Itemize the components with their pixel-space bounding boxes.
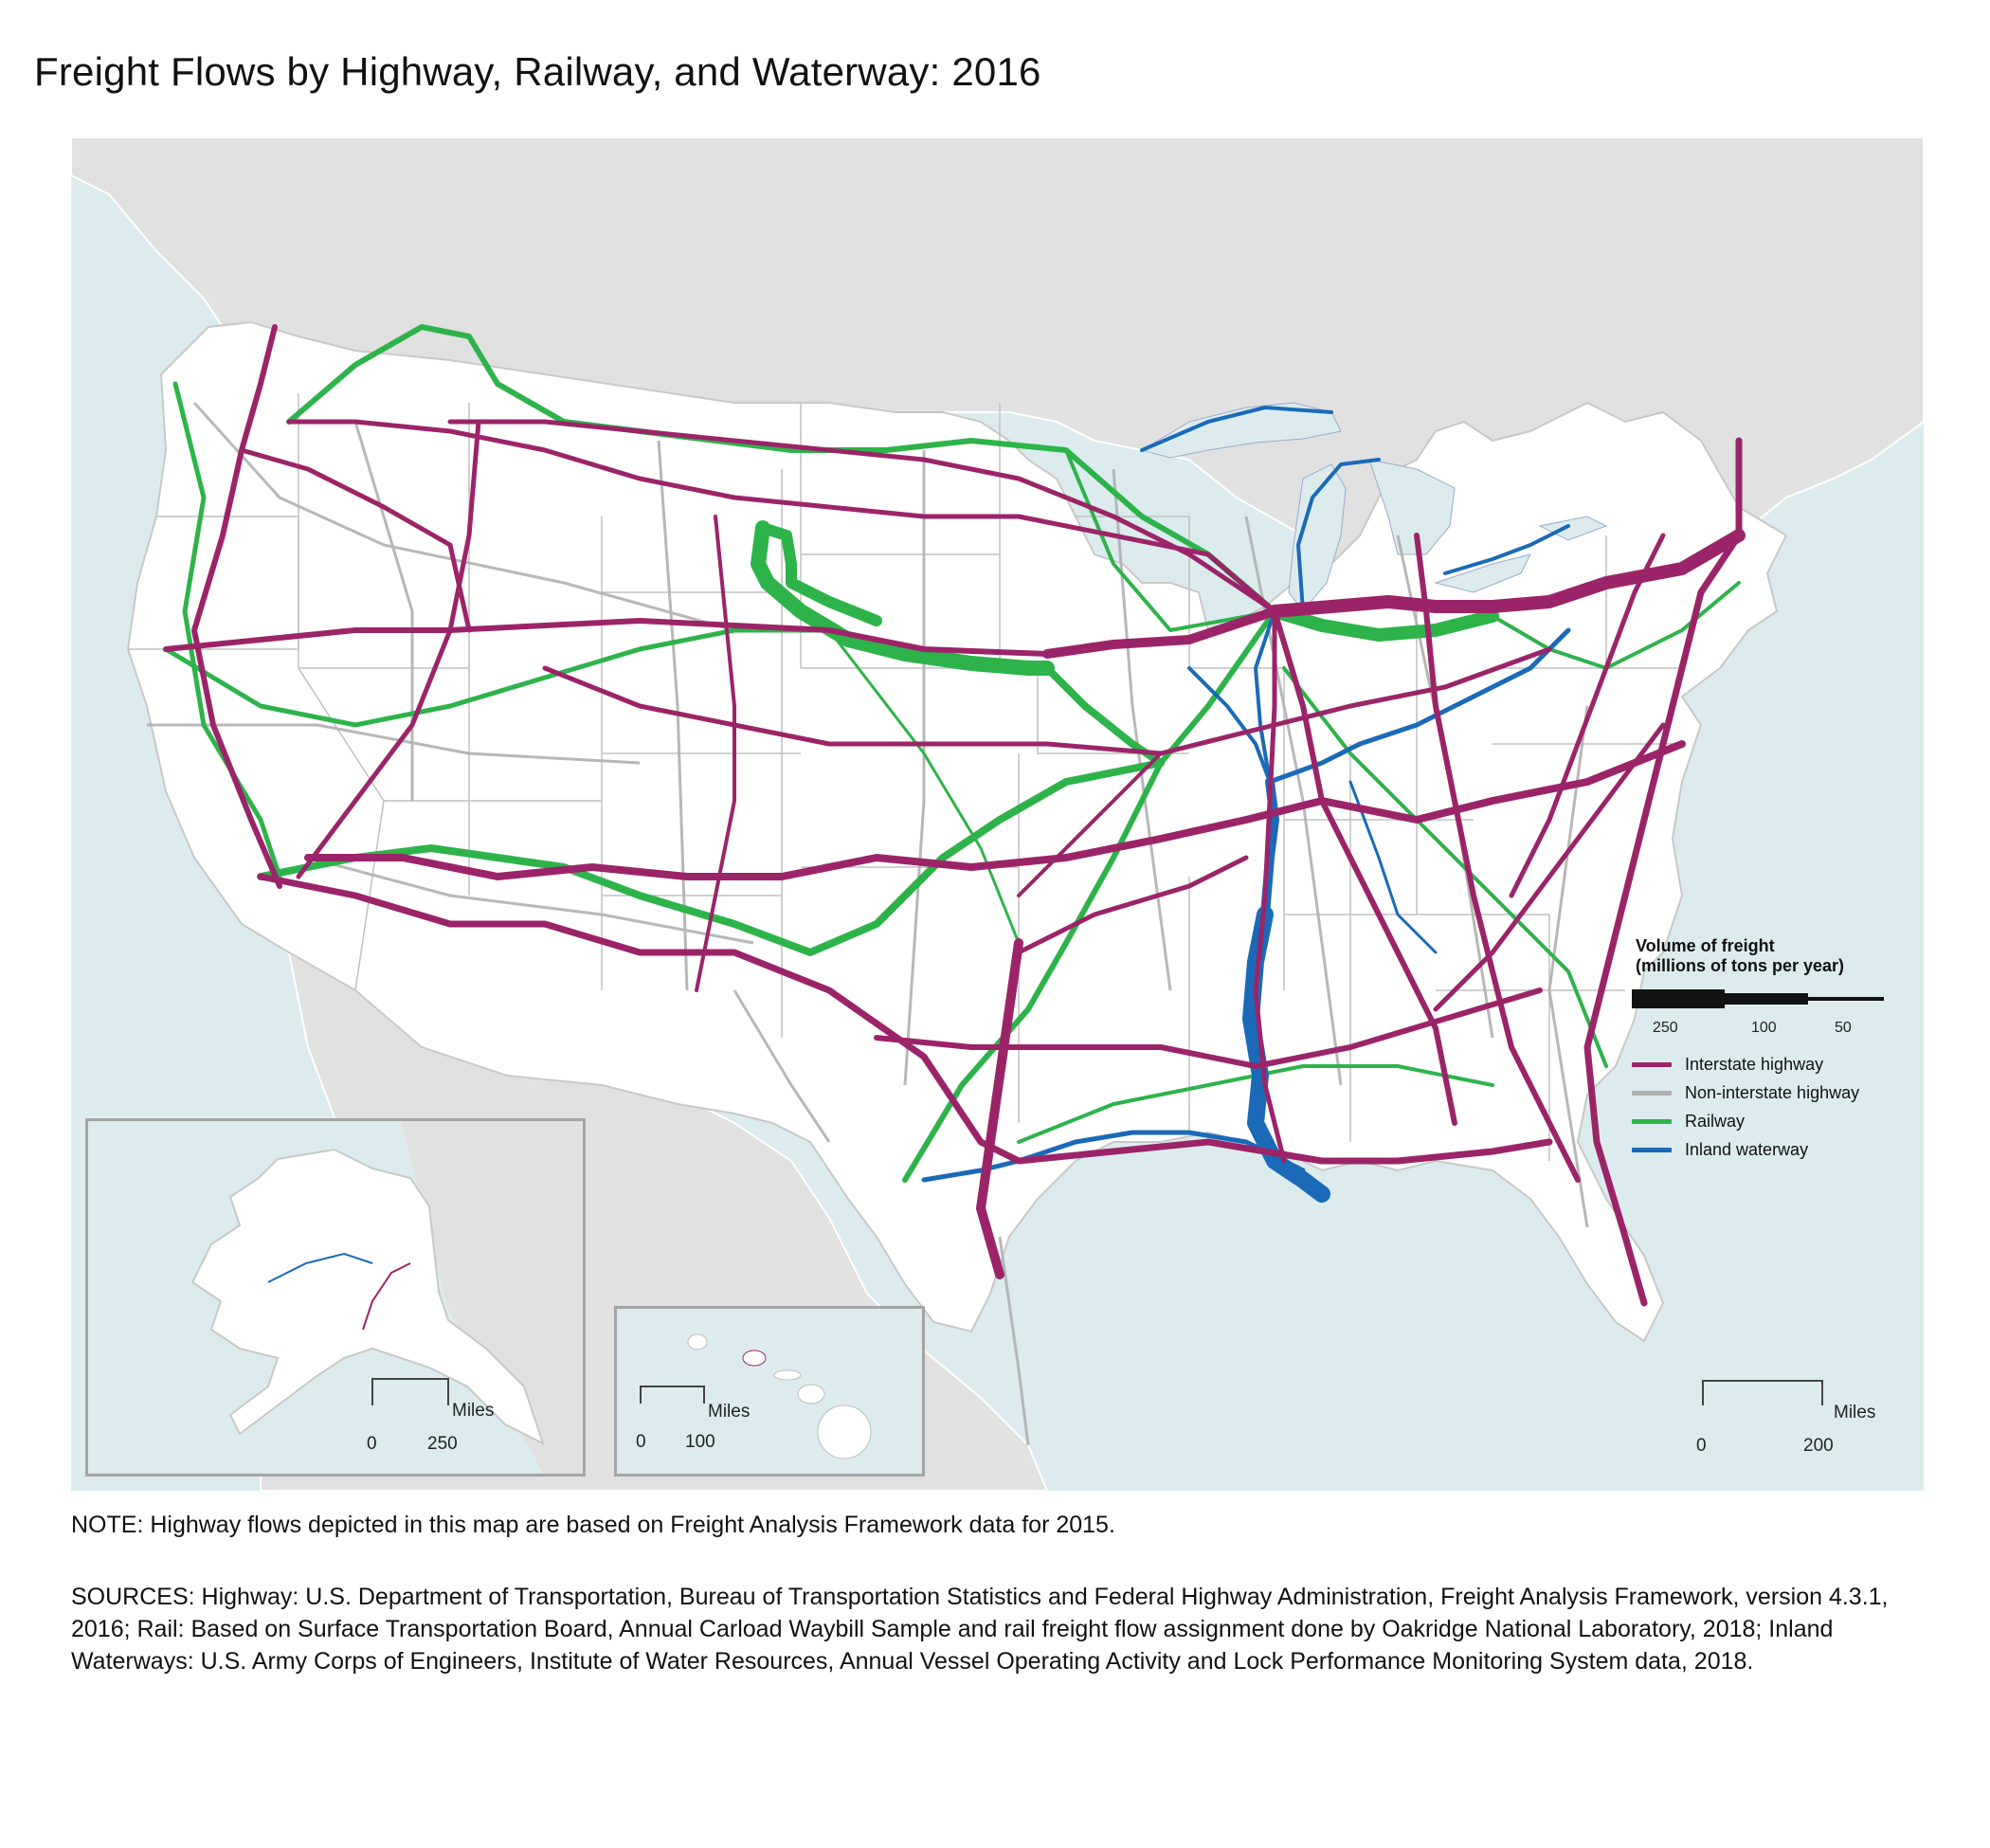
map-title: Freight Flows by Highway, Railway, and W… xyxy=(34,49,1041,94)
railway-southeast xyxy=(1282,666,1608,1068)
railway-mid xyxy=(827,628,1021,945)
interstate-i94 xyxy=(447,419,1277,614)
legend-volume-tick-100: 100 xyxy=(1751,1020,1777,1036)
interstate-i10 xyxy=(257,873,1553,1165)
waterway-tennessee xyxy=(1348,780,1438,954)
hawaii-scale-start: 0 xyxy=(636,1432,646,1452)
interstate-i95 xyxy=(1583,437,1743,1307)
waterway-mississippi-upper xyxy=(1187,666,1272,784)
alaska-land xyxy=(190,1148,545,1445)
alaska-inset: Miles 0 250 xyxy=(85,1118,586,1477)
hawaii-island-oahu xyxy=(742,1350,767,1367)
alaska-scale-unit: Miles xyxy=(452,1401,495,1421)
legend-volume-tick-250: 250 xyxy=(1653,1020,1678,1036)
interstate-i75 xyxy=(1414,533,1581,1183)
waterways xyxy=(921,406,1571,1203)
lake-huron xyxy=(1368,459,1456,555)
waterway-great-lakes-erie xyxy=(1443,524,1570,575)
waterway-illinois xyxy=(1254,609,1276,784)
interstate-i70 xyxy=(542,646,1552,756)
hawaii-scale-end: 100 xyxy=(685,1432,715,1452)
lake-superior xyxy=(1140,402,1342,459)
interstate-i65 xyxy=(1272,608,1457,1126)
railway-pacific xyxy=(172,381,282,879)
alaska-scale-bar xyxy=(371,1378,449,1405)
legend-title-line1: Volume of freight xyxy=(1636,936,1775,955)
waterway-texas-coast xyxy=(921,1158,1022,1183)
legend-label-railway: Railway xyxy=(1685,1111,1746,1131)
hawaii-scale-bar xyxy=(640,1386,705,1404)
main-scale-unit: Miles xyxy=(1834,1403,1876,1422)
interstate-i80-west xyxy=(163,618,1050,657)
railway-southwest xyxy=(257,759,1165,956)
railway-chicago-east xyxy=(1268,605,1499,642)
hawaii-island-molokai xyxy=(773,1369,802,1381)
interstate-i84 xyxy=(239,447,472,633)
main-scale-bar xyxy=(1702,1380,1823,1405)
interstate-i81 xyxy=(1509,533,1666,898)
canada-land-inset xyxy=(401,1121,583,1474)
legend-item-railway: Railway xyxy=(1632,1107,1916,1135)
legend-volume-tick-50: 50 xyxy=(1835,1020,1852,1036)
note-text: NOTE: Highway flows depicted in this map… xyxy=(71,1512,1115,1538)
interstate-i5 xyxy=(191,324,282,889)
waterway-ohio xyxy=(1267,627,1571,785)
legend-item-non-interstate: Non-interstate highway xyxy=(1632,1078,1916,1107)
legend-swatch-waterway xyxy=(1632,1147,1672,1152)
main-scale-end: 200 xyxy=(1803,1436,1834,1456)
legend-volume-scale: 250 100 50 xyxy=(1632,982,1916,1039)
legend-label-waterway: Inland waterway xyxy=(1685,1139,1809,1159)
interstate-highways xyxy=(163,324,1746,1307)
interstate-i80-chicago-east xyxy=(1268,529,1746,618)
legend-swatch-non-interstate xyxy=(1632,1090,1672,1096)
interstate-i44 xyxy=(1017,752,1163,897)
alaska-scale-end: 250 xyxy=(427,1434,458,1454)
interstate-i25 xyxy=(695,515,736,992)
railway-powder-river xyxy=(751,520,1055,676)
interstate-i90 xyxy=(286,419,1277,614)
interstate-i15 xyxy=(296,419,481,879)
hawaii-island-kauai xyxy=(687,1333,708,1350)
legend-item-waterway: Inland waterway xyxy=(1632,1135,1916,1164)
interstate-i55 xyxy=(1253,608,1287,1164)
hawaii-inset: Miles 0 100 xyxy=(614,1306,925,1477)
legend-title: Volume of freight (millions of tons per … xyxy=(1636,936,1916,976)
railway-powder-river-loop xyxy=(757,522,882,626)
hawaii-inset-svg xyxy=(640,1333,872,1459)
waterway-mississippi-lower xyxy=(1242,906,1330,1203)
legend-swatch-railway xyxy=(1632,1118,1672,1124)
legend-title-line2: (millions of tons per year) xyxy=(1636,956,1845,975)
interstate-i80-omaha-chicago xyxy=(1042,607,1279,659)
legend-item-interstate: Interstate highway xyxy=(1632,1050,1916,1078)
hawaii-island-big xyxy=(817,1404,872,1459)
interstate-i85 xyxy=(1433,722,1666,1012)
alaska-scale-start: 0 xyxy=(367,1434,377,1454)
railway-chicago-kc xyxy=(1158,608,1277,766)
alaska-inset-svg xyxy=(190,1121,583,1474)
main-scale-start: 0 xyxy=(1696,1436,1707,1456)
alaska-interstate xyxy=(362,1262,411,1331)
hawaii-island-maui xyxy=(797,1384,825,1404)
interstate-i20 xyxy=(874,987,1543,1069)
lake-ontario xyxy=(1538,516,1608,541)
railway-central xyxy=(163,627,832,728)
waterway-great-lakes-michigan xyxy=(1296,458,1381,613)
interstate-i30 xyxy=(1016,855,1249,955)
legend-volume-bar xyxy=(1632,989,1884,1008)
legend-swatch-interstate xyxy=(1632,1061,1672,1067)
legend: Volume of freight (millions of tons per … xyxy=(1632,936,1916,1164)
hawaii-scale-unit: Miles xyxy=(708,1402,751,1422)
waterway-great-lakes-superior xyxy=(1140,406,1333,452)
interstate-i35-south xyxy=(976,938,1023,1279)
lake-erie xyxy=(1434,553,1531,593)
alaska-waterway xyxy=(267,1252,373,1283)
legend-label-interstate: Interstate highway xyxy=(1685,1054,1824,1074)
sources-text: SOURCES: Highway: U.S. Department of Tra… xyxy=(71,1584,1889,1675)
legend-label-non-interstate: Non-interstate highway xyxy=(1685,1082,1860,1102)
